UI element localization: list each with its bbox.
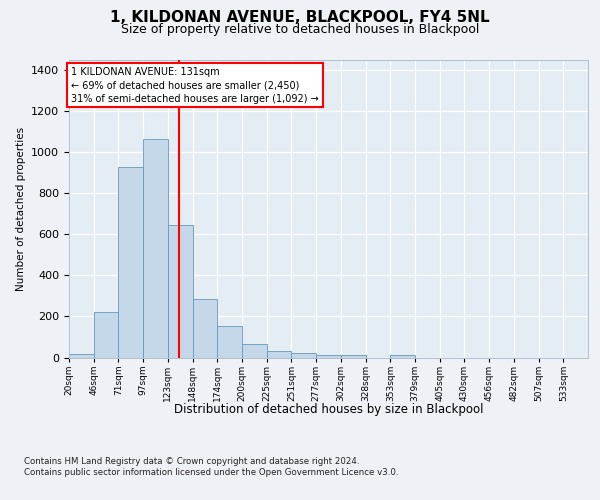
Text: 1 KILDONAN AVENUE: 131sqm
← 69% of detached houses are smaller (2,450)
31% of se: 1 KILDONAN AVENUE: 131sqm ← 69% of detac… [71, 67, 319, 104]
Bar [292, 354, 316, 358]
Bar [168, 225, 193, 358]
Bar [390, 356, 415, 358]
Bar [242, 344, 267, 358]
Bar [217, 326, 242, 358]
Text: Size of property relative to detached houses in Blackpool: Size of property relative to detached ho… [121, 22, 479, 36]
Bar [316, 355, 341, 358]
Bar [341, 355, 365, 358]
Y-axis label: Number of detached properties: Number of detached properties [16, 126, 26, 291]
Bar [143, 139, 168, 358]
Bar [193, 299, 217, 358]
Bar [118, 166, 143, 358]
Bar [69, 354, 94, 358]
Text: Distribution of detached houses by size in Blackpool: Distribution of detached houses by size … [174, 402, 484, 415]
Bar [94, 312, 118, 358]
Text: Contains HM Land Registry data © Crown copyright and database right 2024.
Contai: Contains HM Land Registry data © Crown c… [24, 458, 398, 477]
Bar [267, 352, 292, 358]
Text: 1, KILDONAN AVENUE, BLACKPOOL, FY4 5NL: 1, KILDONAN AVENUE, BLACKPOOL, FY4 5NL [110, 10, 490, 25]
